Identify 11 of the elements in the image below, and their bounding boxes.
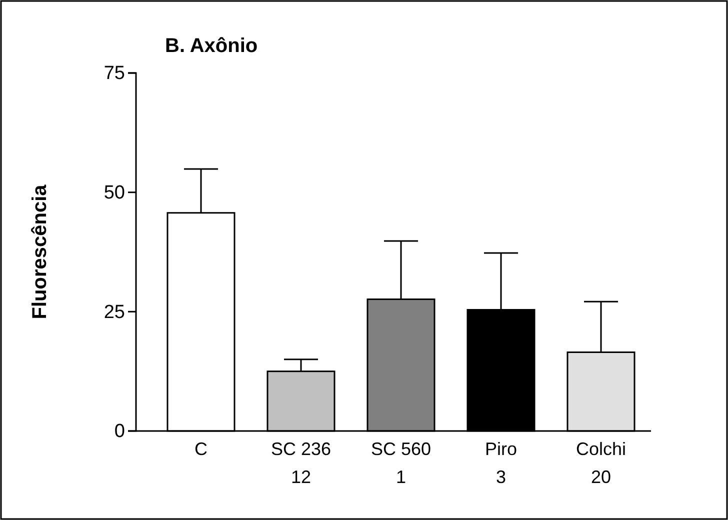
y-axis-title: Fluorescência: [29, 184, 51, 320]
chart-title: B. Axônio: [165, 35, 258, 57]
x-tick-label: Colchi 20: [576, 439, 626, 487]
x-tick-label: SC 236 12: [270, 439, 332, 487]
y-tick-label: 0: [114, 421, 125, 442]
y-tick-label: 75: [104, 63, 125, 84]
y-tick-label: 25: [104, 302, 125, 323]
x-tick-label: SC 560 1: [370, 439, 432, 487]
x-tick-label: C: [194, 439, 208, 459]
x-tick-label: Piro 3: [484, 439, 518, 487]
y-tick-label: 50: [104, 182, 125, 204]
